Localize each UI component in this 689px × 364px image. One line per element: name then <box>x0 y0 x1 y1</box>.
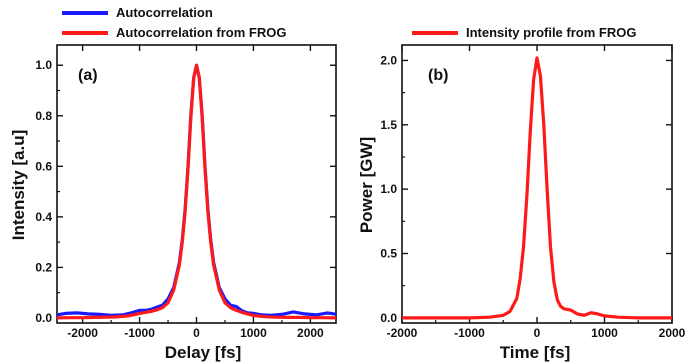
y-tick-label-b: 2.0 <box>380 53 397 67</box>
y-tick-label-b: 0.5 <box>380 247 397 261</box>
plot-frame-a <box>56 44 337 324</box>
y-tick-label-a: 0.0 <box>35 311 52 325</box>
x-tick-label-a: -1000 <box>124 326 155 340</box>
x-tick-label-b: -2000 <box>387 326 418 340</box>
series-line-intensity-profile-from-frog <box>402 56 672 320</box>
x-tick-label-a: -2000 <box>67 326 98 340</box>
x-tick-label-b: 1000 <box>591 326 618 340</box>
panel-a-autocorrelation: Autocorrelation Autocorrelation from FRO… <box>9 5 337 362</box>
legend-b: Intensity profile from FROG <box>412 25 636 40</box>
legend-label-intensity-profile: Intensity profile from FROG <box>466 25 636 40</box>
legend-a: Autocorrelation Autocorrelation from FRO… <box>62 5 286 40</box>
x-axis-label-b: Time [fs] <box>500 343 571 362</box>
panel-tag-a: (a) <box>78 67 98 84</box>
y-axis-label-a: Intensity [a.u] <box>9 130 28 241</box>
x-tick-label-b: 0 <box>534 326 541 340</box>
x-tick-label-a: 1000 <box>240 326 267 340</box>
y-tick-label-a: 0.8 <box>35 109 52 123</box>
series-line-autocorrelation-from-frog <box>57 63 336 320</box>
x-axis-label-a: Delay [fs] <box>165 343 242 362</box>
legend-label-autocorrelation-from-frog: Autocorrelation from FROG <box>116 25 286 40</box>
y-axis-label-b: Power [GW] <box>357 137 376 233</box>
legend-label-autocorrelation: Autocorrelation <box>116 5 213 20</box>
y-tick-label-a: 0.4 <box>35 210 52 224</box>
plot-area-b: -2000 -1000 0 1000 2000 0.0 0.5 1.0 1.5 2.0 <box>380 44 686 340</box>
x-tick-label-a: 0 <box>193 326 200 340</box>
panel-tag-b: (b) <box>428 67 448 84</box>
y-tick-label-a: 0.6 <box>35 159 52 173</box>
panel-b-intensity-profile: Intensity profile from FROG -2000 -1000 0 1… <box>357 25 686 362</box>
x-tick-label-a: 2000 <box>297 326 324 340</box>
y-tick-label-a: 0.2 <box>35 260 52 274</box>
x-tick-label-b: 2000 <box>659 326 686 340</box>
y-tick-label-b: 1.5 <box>380 118 397 132</box>
plot-area-a: -2000 -1000 0 1000 2000 0.0 0.2 0.4 0.6 0.8 1.0 <box>35 44 337 340</box>
y-tick-label-b: 1.0 <box>380 182 397 196</box>
y-tick-label-b: 0.0 <box>380 311 397 325</box>
x-tick-label-b: -1000 <box>454 326 485 340</box>
plot-frame-b <box>401 44 673 324</box>
series-line-autocorrelation <box>57 63 336 317</box>
y-tick-label-a: 1.0 <box>35 58 52 72</box>
